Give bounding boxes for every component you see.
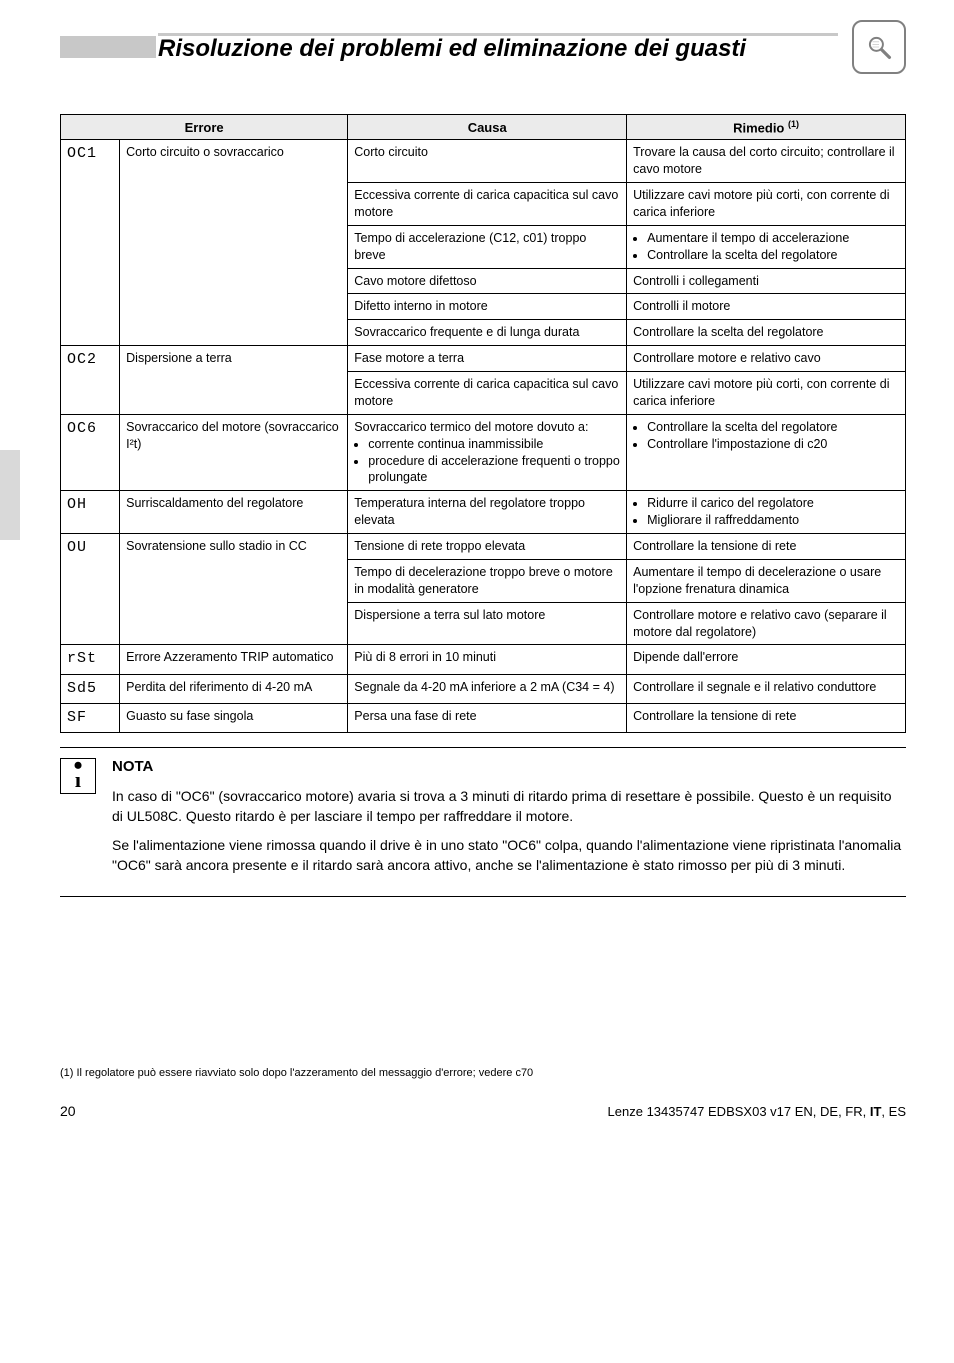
error-label: Sovraccarico del motore (sovraccarico I²… (120, 414, 348, 491)
error-label: Surriscaldamento del regolatore (120, 491, 348, 534)
note-paragraph: Se l'alimentazione viene rimossa quando … (112, 836, 906, 875)
cause-cell: Fase motore a terra (348, 346, 627, 372)
remedy-cell: Ridurre il carico del regolatoreMigliora… (627, 491, 906, 534)
remedy-cell: Controllare la tensione di rete (627, 534, 906, 560)
page-number: 20 (60, 1103, 76, 1119)
doc-bold: IT (870, 1104, 882, 1119)
remedy-cell: Controllare la scelta del regolatoreCont… (627, 414, 906, 491)
error-code: OC1 (61, 140, 120, 346)
info-icon: • ı (60, 758, 96, 794)
cause-cell: Tensione di rete troppo elevata (348, 534, 627, 560)
header-band: Risoluzione dei problemi ed eliminazione… (60, 33, 838, 61)
error-label: Corto circuito o sovraccarico (120, 140, 348, 346)
remedy-cell: Controllare motore e relativo cavo (627, 346, 906, 372)
footnote: (1) Il regolatore può essere riavviato s… (60, 1067, 906, 1079)
error-code: SF (61, 703, 120, 732)
margin-tab (0, 450, 20, 540)
th-error: Errore (61, 115, 348, 140)
cause-cell: Difetto interno in motore (348, 294, 627, 320)
th-remedy-sup: (1) (788, 119, 799, 129)
th-remedy-text: Rimedio (733, 120, 784, 135)
cause-cell: Segnale da 4-20 mA inferiore a 2 mA (C34… (348, 674, 627, 703)
cause-cell: Tempo di accelerazione (C12, c01) troppo… (348, 225, 627, 268)
cause-cell: Tempo di decelerazione troppo breve o mo… (348, 559, 627, 602)
cause-cell: Temperatura interna del regolatore tropp… (348, 491, 627, 534)
table-row: OC6Sovraccarico del motore (sovraccarico… (61, 414, 906, 491)
magnifier-icon (852, 20, 906, 74)
header-grey-mark (60, 36, 158, 58)
page-footer: 20 Lenze 13435747 EDBSX03 v17 EN, DE, FR… (60, 1103, 906, 1119)
th-cause: Causa (348, 115, 627, 140)
remedy-cell: Controllare la tensione di rete (627, 703, 906, 732)
note-paragraph: In caso di "OC6" (sovraccarico motore) a… (112, 787, 906, 826)
remedy-cell: Controllare la scelta del regolatore (627, 320, 906, 346)
page-header: Risoluzione dei problemi ed eliminazione… (60, 20, 906, 74)
cause-cell: Sovraccarico termico del motore dovuto a… (348, 414, 627, 491)
cause-cell: Eccessiva corrente di carica capacitica … (348, 183, 627, 226)
remedy-cell: Controllare motore e relativo cavo (sepa… (627, 602, 906, 645)
th-remedy: Rimedio (1) (627, 115, 906, 140)
cause-cell: Cavo motore difettoso (348, 268, 627, 294)
error-code: Sd5 (61, 674, 120, 703)
table-row: OC2Dispersione a terraFase motore a terr… (61, 346, 906, 372)
table-row: Sd5Perdita del riferimento di 4-20 mASeg… (61, 674, 906, 703)
cause-cell: Corto circuito (348, 140, 627, 183)
error-code: OH (61, 491, 120, 534)
remedy-cell: Trovare la causa del corto circuito; con… (627, 140, 906, 183)
doc-id: Lenze 13435747 EDBSX03 v17 EN, DE, FR, I… (608, 1104, 906, 1119)
table-row: SFGuasto su fase singolaPersa una fase d… (61, 703, 906, 732)
error-code: OC2 (61, 346, 120, 415)
remedy-cell: Utilizzare cavi motore più corti, con co… (627, 183, 906, 226)
error-code: OU (61, 534, 120, 645)
page-title: Risoluzione dei problemi ed eliminazione… (158, 36, 838, 61)
remedy-cell: Aumentare il tempo di decelerazione o us… (627, 559, 906, 602)
remedy-cell: Controlli il motore (627, 294, 906, 320)
table-row: rStErrore Azzeramento TRIP automaticoPiù… (61, 645, 906, 674)
cause-cell: Sovraccarico frequente e di lunga durata (348, 320, 627, 346)
cause-cell: Più di 8 errori in 10 minuti (348, 645, 627, 674)
doc-suffix: , ES (881, 1104, 906, 1119)
remedy-cell: Utilizzare cavi motore più corti, con co… (627, 372, 906, 415)
note-body: NOTA In caso di "OC6" (sovraccarico moto… (112, 756, 906, 885)
cause-cell: Dispersione a terra sul lato motore (348, 602, 627, 645)
table-row: OUSovratensione sullo stadio in CCTensio… (61, 534, 906, 560)
remedy-cell: Aumentare il tempo di accelerazioneContr… (627, 225, 906, 268)
error-label: Sovratensione sullo stadio in CC (120, 534, 348, 645)
error-code: OC6 (61, 414, 120, 491)
remedy-cell: Controlli i collegamenti (627, 268, 906, 294)
cause-cell: Eccessiva corrente di carica capacitica … (348, 372, 627, 415)
error-label: Dispersione a terra (120, 346, 348, 415)
doc-prefix: Lenze 13435747 EDBSX03 v17 EN, DE, FR, (608, 1104, 870, 1119)
cause-cell: Persa una fase di rete (348, 703, 627, 732)
remedy-cell: Controllare il segnale e il relativo con… (627, 674, 906, 703)
note-block: • ı NOTA In caso di "OC6" (sovraccarico … (60, 747, 906, 896)
table-header-row: Errore Causa Rimedio (1) (61, 115, 906, 140)
note-title: NOTA (112, 756, 906, 777)
error-label: Errore Azzeramento TRIP automatico (120, 645, 348, 674)
table-row: OC1Corto circuito o sovraccaricoCorto ci… (61, 140, 906, 183)
remedy-cell: Dipende dall'errore (627, 645, 906, 674)
error-label: Guasto su fase singola (120, 703, 348, 732)
error-label: Perdita del riferimento di 4-20 mA (120, 674, 348, 703)
table-row: OHSurriscaldamento del regolatoreTempera… (61, 491, 906, 534)
error-table: Errore Causa Rimedio (1) OC1Corto circui… (60, 114, 906, 733)
error-code: rSt (61, 645, 120, 674)
